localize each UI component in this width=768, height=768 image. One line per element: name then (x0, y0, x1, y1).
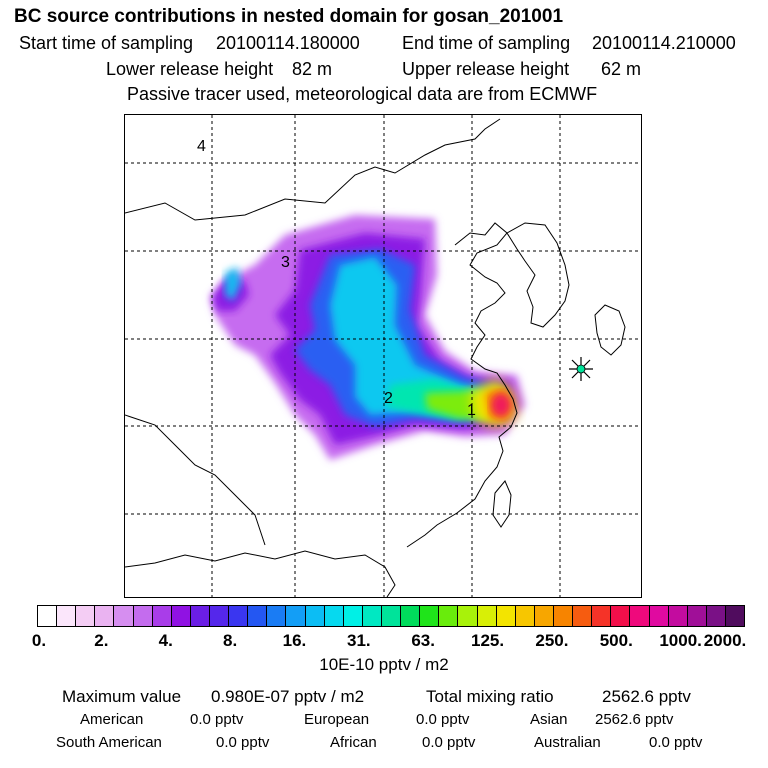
colorbar-tick-label: 31. (346, 631, 371, 650)
colorbar-segment (611, 606, 631, 626)
colorbar-segment (267, 606, 287, 626)
colorbar-segment (152, 606, 172, 626)
colorbar-segment (496, 606, 516, 626)
total-mixing-value: 2562.6 pptv (602, 687, 691, 706)
colorbar-segment (362, 606, 382, 626)
max-value-label: Maximum value (62, 687, 182, 706)
map-canvas: 4 3 2 1 (125, 115, 641, 597)
colorbar-segment (592, 606, 612, 626)
region-european-value: 0.0 pptv (416, 711, 470, 728)
lat-lon-grid (125, 115, 641, 597)
region-australian-name: Australian (534, 734, 601, 751)
colorbar-tick-label: 63. (411, 631, 435, 650)
colorbar-segment (381, 606, 402, 626)
coast-bohai (406, 222, 518, 548)
colorbar-tick-label: 2000. (703, 631, 747, 650)
colorbar-segment (190, 606, 210, 626)
region-asian-value: 2562.6 pptv (595, 711, 674, 728)
coast-korea (506, 222, 570, 328)
border-north (125, 118, 501, 221)
colorbar-segment (248, 606, 268, 626)
region-label-1: 1 (467, 402, 476, 419)
colorbar-segment (305, 606, 325, 626)
colorbar-segment (171, 606, 191, 626)
region-asian-name: Asian (530, 711, 568, 728)
max-value-value: 0.980E-07 pptv / m2 (211, 687, 365, 706)
region-south-american-value: 0.0 pptv (216, 734, 270, 751)
coastlines (125, 118, 626, 597)
lower-release-value: 82 m (292, 59, 333, 79)
colorbar-segment (114, 606, 134, 626)
border-south (125, 550, 396, 597)
colorbar-segment (229, 606, 249, 626)
colorbar-segment (76, 606, 96, 626)
colorbar-tick-label: 2. (94, 631, 109, 650)
colorbar-tick-label: 125. (470, 631, 505, 650)
receptor-star-icon (569, 357, 593, 381)
colorbar-tick-label: 500. (599, 631, 633, 650)
tracer-note: Passive tracer used, meteorological data… (127, 84, 598, 104)
colorbar-tick-label: 16. (282, 631, 307, 650)
colorbar-segment (706, 606, 726, 626)
map-panel: 4 3 2 1 (124, 114, 642, 598)
colorbar-segment (458, 606, 478, 626)
plume-peak (491, 393, 511, 417)
colorbar-tick-label: 250. (535, 631, 569, 650)
region-label-3: 3 (281, 254, 290, 271)
coast-japan (594, 304, 626, 356)
coast-taiwan (492, 480, 512, 528)
lower-release-label: Lower release height (106, 59, 274, 79)
total-mixing-label: Total mixing ratio (426, 687, 554, 706)
colorbar-segment (687, 606, 707, 626)
colorbar-segment (209, 606, 230, 626)
region-european-name: European (304, 711, 370, 728)
region-label-2: 2 (384, 390, 393, 407)
colorbar-tick-label: 4. (158, 631, 173, 650)
colorbar-segment (286, 606, 306, 626)
end-time-label: End time of sampling (402, 33, 571, 53)
colorbar-segment (133, 606, 153, 626)
colorbar-segment (534, 606, 554, 626)
region-australian-value: 0.0 pptv (649, 734, 703, 751)
colorbar-tick-label: 8. (222, 631, 238, 650)
upper-release-label: Upper release height (402, 59, 570, 79)
colorbar-segment (649, 606, 669, 626)
figure-title: BC source contributions in nested domain… (14, 6, 564, 27)
upper-release-value: 62 m (601, 59, 642, 79)
plume-cyan (330, 257, 500, 417)
region-american-value: 0.0 pptv (190, 711, 244, 728)
colorbar-segment (38, 606, 58, 626)
colorbar-segment (401, 606, 421, 626)
colorbar-segment (95, 606, 115, 626)
colorbar-segment (343, 606, 363, 626)
border-west (125, 414, 266, 546)
region-african-name: African (330, 734, 377, 751)
region-south-american-name: South American (56, 734, 162, 751)
colorbar-segment (668, 606, 688, 626)
colorbar-segment (439, 606, 459, 626)
colorbar (37, 605, 745, 627)
colorbar-segment (57, 606, 77, 626)
colorbar-segment (515, 606, 535, 626)
colorbar-segment (477, 606, 497, 626)
colorbar-segment (573, 606, 593, 626)
end-time-value: 20100114.210000 (592, 33, 736, 53)
colorbar-segment (324, 606, 344, 626)
plume-west-cyan (225, 267, 241, 301)
region-american-name: American (80, 711, 144, 728)
colorbar-units: 10E-10 pptv / m2 (319, 655, 449, 674)
colorbar-tick-label: 0. (31, 631, 47, 650)
colorbar-segment (420, 606, 440, 626)
start-time-value: 20100114.180000 (216, 33, 360, 53)
region-label-4: 4 (197, 138, 206, 155)
start-time-label: Start time of sampling (19, 33, 194, 53)
region-african-value: 0.0 pptv (422, 734, 476, 751)
colorbar-segment (630, 606, 650, 626)
colorbar-tick-label: 1000. (659, 631, 702, 650)
concentration-plume (210, 215, 525, 460)
colorbar-segment (725, 606, 745, 626)
colorbar-segment (553, 606, 574, 626)
